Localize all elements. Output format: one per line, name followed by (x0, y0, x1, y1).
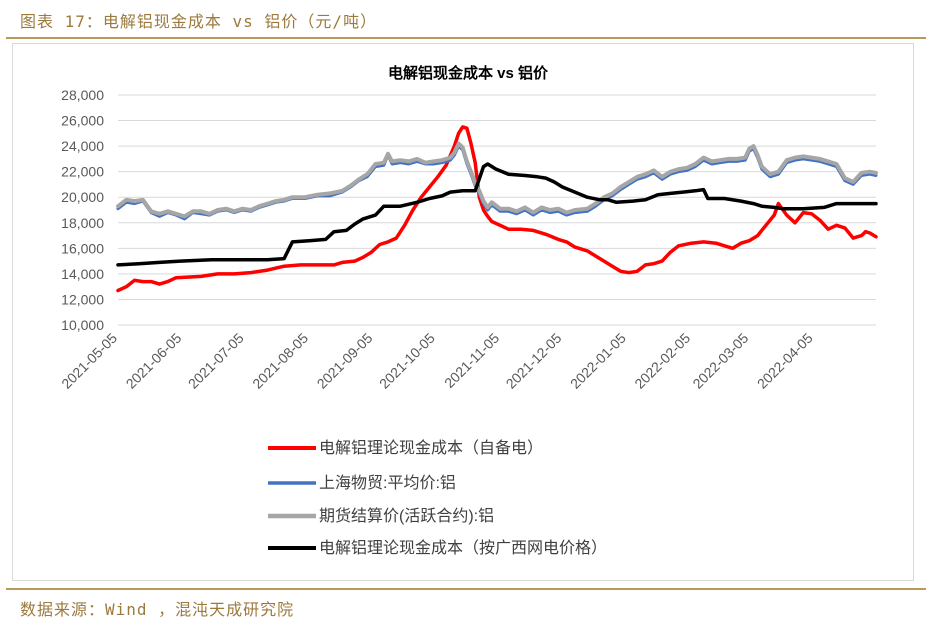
figure-top-rule (6, 37, 926, 39)
x-tick-label: 2022-03-05 (689, 330, 751, 392)
y-tick-label: 16,000 (61, 240, 104, 256)
x-tick-label: 2021-06-05 (123, 330, 185, 392)
x-tick-label: 2021-05-05 (58, 330, 120, 392)
x-tick-label: 2021-09-05 (314, 330, 376, 392)
x-tick-label: 2021-11-05 (441, 330, 502, 391)
x-tick-label: 2021-10-05 (376, 330, 438, 392)
legend-label: 电解铝理论现金成本（按广西网电价格） (319, 539, 607, 557)
y-tick-label: 20,000 (61, 189, 104, 205)
chart-title: 电解铝现金成本 vs 铝价 (388, 64, 549, 82)
series-line (116, 125, 878, 293)
y-tick-label: 18,000 (61, 215, 104, 231)
x-tick-label: 2022-01-05 (567, 330, 629, 392)
y-tick-label: 28,000 (61, 87, 104, 103)
y-tick-label: 12,000 (61, 291, 104, 307)
series-lines (116, 125, 878, 293)
figure-bottom-rule (6, 588, 926, 590)
y-tick-label: 14,000 (61, 266, 104, 282)
legend-label: 电解铝理论现金成本（自备电） (319, 439, 543, 457)
x-tick-label: 2021-07-05 (185, 330, 247, 392)
legend-label: 上海物贸:平均价:铝 (319, 474, 456, 492)
source-note: 数据来源：Wind ，混沌天成研究院 (20, 600, 295, 619)
y-tick-label: 22,000 (61, 164, 104, 180)
figure-title: 图表 17：电解铝现金成本 vs 铝价（元/吨） (20, 12, 378, 31)
series-line (116, 141, 878, 219)
x-tick-label: 2022-04-05 (754, 330, 816, 392)
x-axis: 2021-05-05 2021-06-05 2021-07-05 2021-08-05… (58, 330, 816, 392)
y-tick-label: 26,000 (61, 113, 104, 129)
y-axis: 10,000 12,000 14,000 16,000 18,000 20,000 22,0… (61, 87, 104, 333)
series-line (116, 162, 878, 267)
x-tick-label: 2021-12-05 (503, 330, 565, 392)
chart-frame (12, 43, 914, 581)
legend: 电解铝理论现金成本（自备电） 上海物贸:平均价:铝期货结算价(活跃合约):铝电解铝… (268, 439, 607, 557)
x-tick-label: 2021-08-05 (249, 330, 311, 392)
x-tick-label: 2022-02-05 (631, 330, 693, 392)
y-tick-label: 24,000 (61, 138, 104, 154)
y-tick-label: 10,000 (61, 317, 104, 333)
legend-label: 期货结算价(活跃合约):铝 (319, 506, 494, 525)
